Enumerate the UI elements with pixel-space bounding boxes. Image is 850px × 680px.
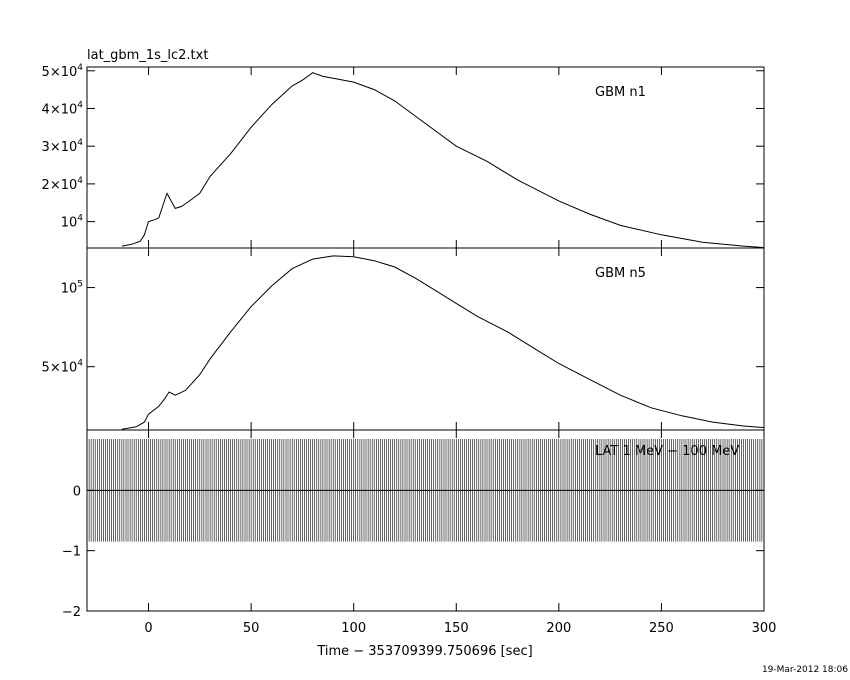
y-tick-label: 5×104 bbox=[42, 63, 84, 80]
timestamp: 19-Mar-2012 18:06 bbox=[762, 665, 848, 675]
panel-frame-gbm-n1 bbox=[86, 66, 765, 249]
y-tick-label: 105 bbox=[61, 280, 83, 297]
x-tick-label: 200 bbox=[546, 621, 571, 636]
x-tick-label: 50 bbox=[243, 621, 260, 636]
y-tick-label: −2 bbox=[62, 605, 81, 620]
series-line bbox=[121, 72, 765, 249]
y-tick-label: 0 bbox=[73, 484, 81, 499]
y-tick-label: 2×104 bbox=[42, 176, 84, 193]
panel-label-gbm-n1: GBM n1 bbox=[595, 85, 646, 100]
panel-label-gbm-n5: GBM n5 bbox=[595, 266, 646, 281]
y-tick-label: 4×104 bbox=[42, 100, 84, 117]
y-tick-label: 3×104 bbox=[42, 138, 84, 155]
y-tick-label: 5×104 bbox=[42, 359, 84, 376]
x-axis-label: Time − 353709399.750696 [sec] bbox=[316, 644, 532, 659]
x-tick-label: 150 bbox=[444, 621, 469, 636]
series-line bbox=[121, 255, 765, 430]
plot-title: lat_gbm_1s_lc2.txt bbox=[87, 48, 208, 63]
panel-frame-gbm-n5 bbox=[86, 247, 765, 431]
x-tick-label: 300 bbox=[752, 621, 777, 636]
x-tick-label: 0 bbox=[144, 621, 152, 636]
panel-label-lat: LAT 1 MeV − 100 MeV bbox=[595, 444, 739, 459]
chart-marks: 104 2×104 3×104 4×104 5×104 5×104 105 0 −1 −2 0 50 1… bbox=[42, 63, 777, 636]
y-tick-label: −1 bbox=[62, 545, 81, 560]
x-tick-label: 100 bbox=[341, 621, 366, 636]
x-tick-label: 250 bbox=[649, 621, 674, 636]
y-tick-label: 104 bbox=[61, 214, 84, 231]
